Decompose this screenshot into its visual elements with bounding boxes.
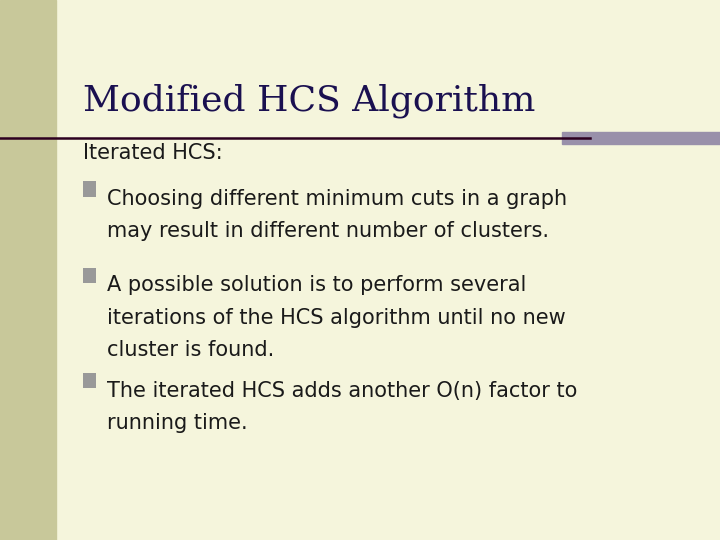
Text: Choosing different minimum cuts in a graph: Choosing different minimum cuts in a gra… bbox=[107, 189, 567, 209]
Bar bbox=[562, 132, 720, 144]
Text: Modified HCS Algorithm: Modified HCS Algorithm bbox=[83, 84, 535, 118]
Text: A possible solution is to perform several: A possible solution is to perform severa… bbox=[107, 275, 526, 295]
Text: Iterated HCS:: Iterated HCS: bbox=[83, 143, 222, 163]
FancyBboxPatch shape bbox=[83, 181, 96, 197]
FancyBboxPatch shape bbox=[83, 268, 96, 283]
Text: cluster is found.: cluster is found. bbox=[107, 340, 274, 360]
Text: may result in different number of clusters.: may result in different number of cluste… bbox=[107, 221, 549, 241]
Bar bbox=[0, 0, 56, 540]
Text: The iterated HCS adds another O(n) factor to: The iterated HCS adds another O(n) facto… bbox=[107, 381, 577, 401]
Text: iterations of the HCS algorithm until no new: iterations of the HCS algorithm until no… bbox=[107, 308, 565, 328]
FancyBboxPatch shape bbox=[83, 373, 96, 388]
Text: running time.: running time. bbox=[107, 413, 247, 433]
